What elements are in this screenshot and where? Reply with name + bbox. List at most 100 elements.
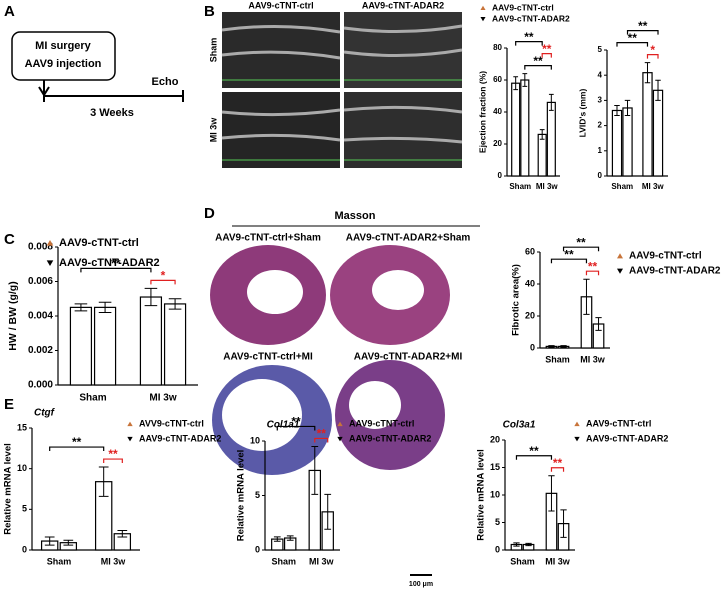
- x-tick-label: MI 3w: [580, 354, 606, 364]
- significance-label: **: [317, 427, 327, 441]
- x-tick-label: MI 3w: [309, 556, 335, 566]
- y-tick-label: 10: [17, 463, 27, 473]
- error-bar: [522, 73, 528, 87]
- x-tick-label: Sham: [271, 556, 296, 566]
- error-bar: [624, 99, 631, 117]
- significance-bracket: [49, 446, 105, 452]
- y-tick-label: 5: [255, 490, 260, 500]
- bar: [642, 72, 653, 177]
- error-bar: [144, 287, 158, 307]
- bar: [139, 296, 163, 386]
- y-tick-label: 5: [495, 517, 500, 527]
- error-bar: [286, 535, 294, 541]
- error-bar: [560, 509, 567, 538]
- y-tick-label: 60: [493, 75, 502, 84]
- bar: [520, 79, 530, 177]
- significance-bracket: [276, 425, 316, 431]
- legend-label: AAV9-cTNT-ADAR2: [59, 257, 160, 269]
- y-tick-label: 15: [17, 422, 27, 432]
- y-tick-label: 80: [493, 43, 502, 52]
- y-tick-label: 20: [493, 139, 502, 148]
- end-text: Echo: [152, 76, 179, 88]
- significance-label: **: [564, 247, 574, 261]
- y-tick-label: 40: [493, 107, 502, 116]
- scale-label: 100 μm: [409, 581, 433, 588]
- legend-label: AAV9-cTNT-ctrl: [349, 418, 414, 428]
- significance-label: **: [542, 42, 552, 56]
- significance-bracket: [616, 42, 649, 47]
- error-bar: [583, 278, 590, 315]
- column-label: AAV9-cTNT-ctrl: [248, 0, 313, 10]
- legend-marker: [480, 5, 486, 11]
- significance-bracket: [562, 246, 600, 252]
- significance-label: *: [650, 43, 655, 57]
- legend-label: AAV9-cTNT-ctrl: [629, 251, 702, 262]
- legend-label: AAV9-cTNT-ADAR2: [586, 433, 668, 443]
- legend-label: AAV9-cTNT-ADAR2: [629, 266, 721, 277]
- error-bar: [98, 466, 109, 497]
- y-tick-label: 3: [598, 96, 603, 105]
- error-bar: [644, 62, 651, 84]
- bar: [93, 306, 117, 386]
- significance-bracket: [646, 54, 659, 59]
- y-tick-label: 0: [498, 171, 503, 180]
- significance-bracket: [585, 270, 600, 276]
- step-text: AAV9 injection: [25, 58, 102, 70]
- step-box: [11, 31, 116, 81]
- significance-label: **: [553, 456, 563, 470]
- error-bar: [513, 542, 520, 547]
- x-tick-label: Sham: [79, 393, 106, 404]
- bar: [652, 89, 664, 177]
- bar: [546, 101, 556, 177]
- y-axis-label: Relative mRNA level: [236, 450, 247, 542]
- error-bar: [525, 542, 532, 547]
- significance-label: **: [108, 447, 118, 461]
- y-tick-label: 0.006: [28, 276, 53, 287]
- significance-bracket: [515, 455, 553, 460]
- legend-label: AVV9-cTNT-ctrl: [139, 418, 204, 428]
- image-label: AAV9-cTNT-ctrl+MI: [223, 352, 313, 363]
- image-label: AAV9-cTNT-ADAR2+MI: [354, 352, 463, 363]
- legend-marker: [574, 421, 580, 427]
- error-bar: [560, 345, 567, 348]
- bar: [69, 306, 93, 386]
- error-bar: [513, 76, 519, 91]
- legend-label: AAV9-cTNT-ADAR2: [349, 433, 431, 443]
- panel-label: A: [4, 3, 15, 20]
- significance-bracket: [80, 267, 152, 273]
- x-tick-label: MI 3w: [536, 182, 559, 191]
- legend-label: AAV9-cTNT-ADAR2: [492, 13, 570, 23]
- bar: [537, 133, 547, 177]
- panel-label: C: [4, 231, 15, 248]
- panel-label: E: [4, 396, 14, 413]
- x-tick-label: Sham: [509, 182, 531, 191]
- legend-label: AAV9-cTNT-ctrl: [492, 2, 554, 12]
- legend-marker: [617, 253, 623, 259]
- masson-images: [210, 245, 450, 475]
- y-tick-label: 0.002: [28, 345, 53, 356]
- significance-label: *: [161, 269, 166, 283]
- y-tick-label: 1: [598, 146, 603, 155]
- bar: [611, 109, 623, 177]
- significance-label: **: [72, 435, 82, 449]
- significance-bracket: [314, 437, 329, 443]
- error-bar: [548, 345, 555, 348]
- y-axis-label: Ejection fraction (%): [477, 71, 487, 153]
- row-label: MI 3w: [208, 117, 218, 143]
- y-tick-label: 0: [598, 171, 603, 180]
- chart-title: Col1a1: [267, 420, 300, 431]
- error-bar: [117, 529, 128, 538]
- y-tick-label: 40: [525, 278, 535, 288]
- y-tick-label: 4: [598, 70, 603, 79]
- significance-label: **: [588, 259, 598, 273]
- error-bar: [74, 303, 88, 312]
- error-bar: [324, 493, 332, 530]
- x-tick-label: Sham: [47, 556, 72, 566]
- y-axis-label: HW / BW (g/g): [7, 281, 19, 350]
- y-tick-label: 0.004: [28, 311, 53, 322]
- legend-marker: [337, 436, 343, 442]
- y-tick-label: 10: [490, 489, 500, 499]
- legend-label: AAV9-cTNT-ADAR2: [139, 433, 221, 443]
- y-tick-label: 0.008: [28, 242, 53, 253]
- y-tick-label: 15: [490, 462, 500, 472]
